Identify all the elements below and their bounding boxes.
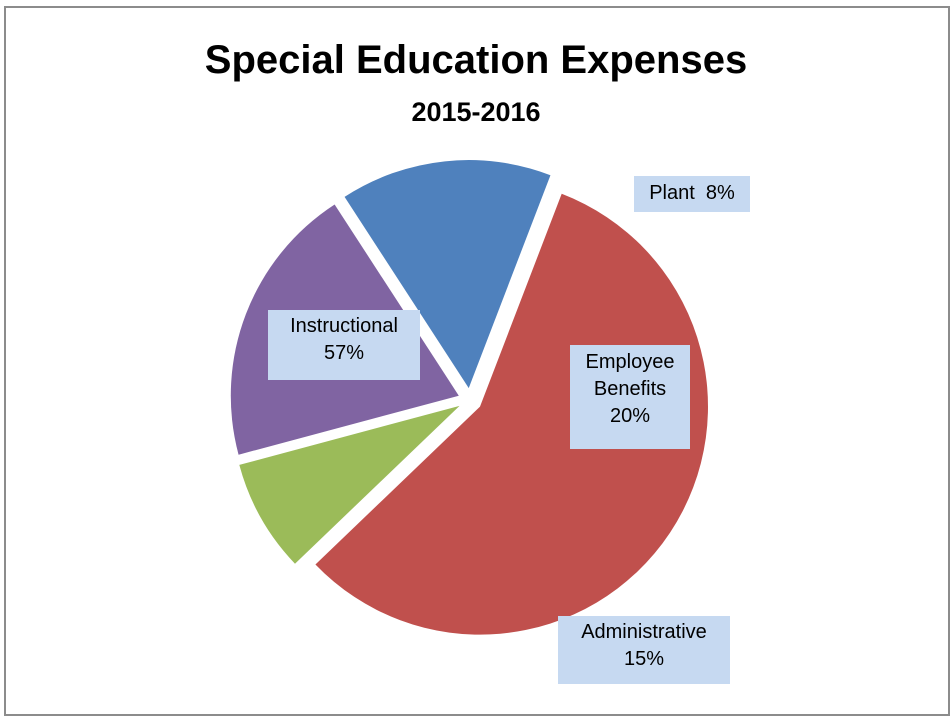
data-label-value: 8% [705, 182, 735, 204]
chart-subtitle: 2015-2016 [411, 97, 541, 127]
data-label-administrative: Administrative 15% [558, 616, 730, 684]
pie-slice-plant [239, 405, 460, 564]
data-label-value: 57% [323, 342, 365, 364]
data-label-employee-benefits: Employee Benefits 20% [570, 345, 690, 449]
data-label-name-text: Plant [649, 182, 695, 204]
data-label-name: Employee Benefits [585, 351, 675, 400]
pie-slice-administrative [344, 160, 551, 389]
data-label-name: Administrative [581, 621, 707, 643]
data-label-value: 20% [609, 405, 651, 427]
pie-slice-instructional [315, 193, 708, 635]
data-label-instructional: Instructional 57% [268, 310, 420, 380]
data-label-value: 15% [623, 648, 665, 670]
data-label-plant: Plant 8% [634, 176, 750, 212]
data-label-name: Instructional [290, 315, 398, 337]
data-label-name: Plant 8% [640, 180, 744, 207]
chart-title: Special Education Expenses [204, 38, 748, 82]
